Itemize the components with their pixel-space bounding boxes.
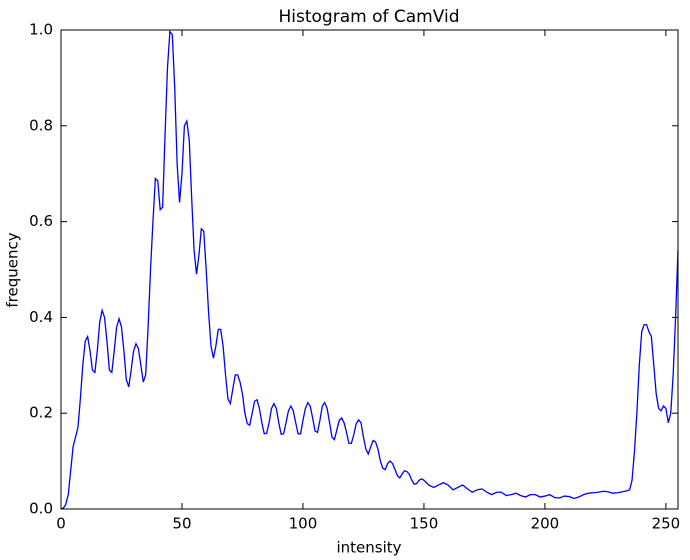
- x-tick-label: 0: [56, 515, 66, 533]
- x-tick-label: 50: [172, 515, 191, 533]
- y-axis-label: frequency: [4, 232, 22, 307]
- x-tick-label: 250: [652, 515, 681, 533]
- x-tick-label: 100: [289, 515, 318, 533]
- x-tick-label: 150: [410, 515, 439, 533]
- y-tick-label: 0.8: [29, 116, 53, 134]
- chart-title: Histogram of CamVid: [279, 7, 460, 27]
- y-tick-label: 0.6: [29, 212, 53, 230]
- y-tick-label: 0.2: [29, 404, 53, 422]
- y-tick-label: 0.4: [29, 308, 53, 326]
- plot-frame: [60, 29, 679, 510]
- x-axis-label: intensity: [336, 539, 401, 557]
- y-tick-label: 0.0: [29, 500, 53, 518]
- x-tick-label: 200: [531, 515, 560, 533]
- y-tick-label: 1.0: [29, 21, 53, 39]
- data-line: [60, 29, 679, 510]
